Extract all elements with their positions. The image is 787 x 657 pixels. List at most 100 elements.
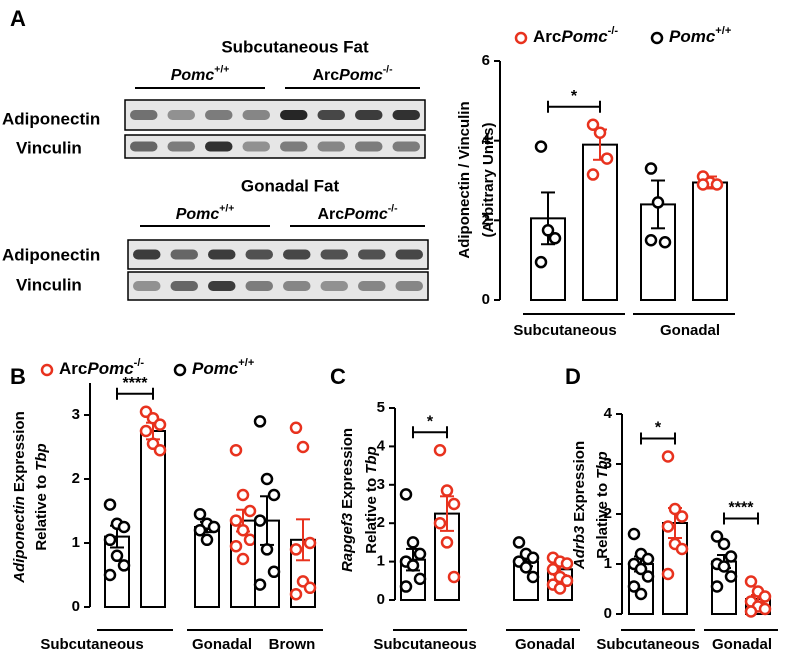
genotype-label: ArcPomc-/- — [533, 25, 618, 46]
y-tick-label: 2 — [604, 505, 612, 522]
data-point — [717, 537, 731, 551]
blot-band — [320, 281, 348, 291]
x-category-label: Gonadal — [515, 636, 575, 653]
bar — [582, 143, 618, 301]
data-point — [406, 536, 420, 549]
data-point — [243, 504, 257, 518]
y-tick-label: 0 — [482, 291, 490, 308]
blot-band — [392, 110, 420, 120]
genotype-label: Pomc+/+ — [192, 357, 254, 378]
bar — [692, 181, 728, 301]
text-part: Expression — [571, 441, 588, 522]
blot-band — [317, 110, 345, 120]
data-point — [406, 559, 420, 572]
data-point — [289, 543, 303, 556]
data-point — [399, 488, 413, 501]
blot-band — [317, 141, 345, 152]
data-point — [117, 520, 131, 534]
blot-row-label: Adiponectin — [2, 109, 100, 128]
x-category-label: Subcutaneous — [373, 636, 476, 653]
data-point — [710, 178, 724, 191]
data-point — [560, 557, 574, 570]
text-part: +/+ — [214, 64, 229, 75]
data-point — [641, 570, 655, 583]
data-point — [253, 578, 267, 591]
blot-background — [124, 134, 426, 159]
y-axis-label: Adiponectin Expression — [11, 411, 28, 584]
text-part: Adrb3 — [571, 525, 588, 570]
genotype-label: Pomc+/+ — [176, 203, 235, 223]
text-part: Tbp — [594, 451, 611, 479]
text-part: Relative to — [33, 475, 50, 551]
blot-band — [355, 110, 383, 120]
text-part: Tbp — [33, 443, 50, 471]
data-point — [303, 581, 317, 595]
data-point — [260, 472, 274, 486]
blot-title: Gonadal Fat — [241, 176, 340, 195]
data-point — [289, 587, 303, 601]
data-point — [253, 514, 267, 527]
genotype-label: Pomc+/+ — [669, 25, 731, 46]
data-point — [139, 424, 153, 438]
data-point — [193, 507, 207, 521]
text-part: -/- — [608, 25, 619, 37]
y-tick-label: 4 — [482, 132, 491, 149]
y-axis-label: Relative to Tbp — [33, 443, 50, 550]
data-point — [534, 140, 548, 153]
data-point — [253, 415, 267, 428]
data-point — [710, 580, 724, 593]
data-point — [153, 418, 167, 431]
data-point — [267, 488, 281, 502]
blot-band — [208, 249, 236, 260]
y-tick-label: 2 — [482, 211, 490, 228]
y-axis-label: Relative to Tbp — [594, 451, 611, 558]
data-point — [744, 605, 758, 618]
blot-band — [358, 249, 386, 260]
data-point — [717, 560, 731, 573]
text-part: Relative to — [594, 483, 611, 559]
data-point — [103, 568, 117, 582]
legend-marker — [173, 363, 187, 377]
panel-letter: C — [330, 364, 346, 389]
y-tick-label: 0 — [377, 591, 385, 608]
y-tick-label: 3 — [72, 406, 80, 423]
data-point — [627, 580, 641, 593]
blot-row-label: Vinculin — [16, 138, 82, 157]
blot-band — [395, 281, 423, 291]
y-tick-label: 1 — [377, 553, 385, 570]
data-point — [696, 178, 710, 191]
blot-band — [133, 249, 161, 260]
data-point — [651, 196, 665, 209]
data-point — [634, 562, 648, 576]
data-point — [512, 536, 526, 549]
y-tick-label: 5 — [377, 399, 385, 416]
legend-marker — [650, 31, 664, 45]
text-part: Pomc — [669, 27, 716, 46]
text-part: Arc — [533, 27, 561, 46]
text-part: Pomc — [344, 206, 388, 223]
bar — [194, 526, 220, 608]
blot-band — [242, 110, 270, 120]
blot-band — [170, 249, 198, 260]
text-part: Relative to — [363, 478, 380, 554]
significance-bracket — [723, 512, 759, 525]
data-point — [744, 575, 758, 588]
blot-band — [355, 141, 383, 152]
data-point — [758, 602, 772, 616]
y-tick-label: 6 — [482, 52, 490, 69]
text-part: Tbp — [363, 446, 380, 474]
data-point — [710, 530, 724, 543]
data-point — [758, 590, 772, 603]
genotype-label: Pomc+/+ — [171, 64, 230, 84]
blot-band — [245, 281, 273, 291]
data-point — [634, 587, 648, 601]
data-point — [668, 502, 682, 516]
data-point — [560, 574, 574, 588]
blot-band — [133, 281, 161, 291]
significance-bracket — [640, 432, 676, 445]
blot-band — [242, 141, 270, 152]
data-point — [447, 497, 461, 511]
blot-band — [205, 110, 233, 120]
data-point — [661, 567, 675, 581]
data-point — [117, 559, 131, 572]
